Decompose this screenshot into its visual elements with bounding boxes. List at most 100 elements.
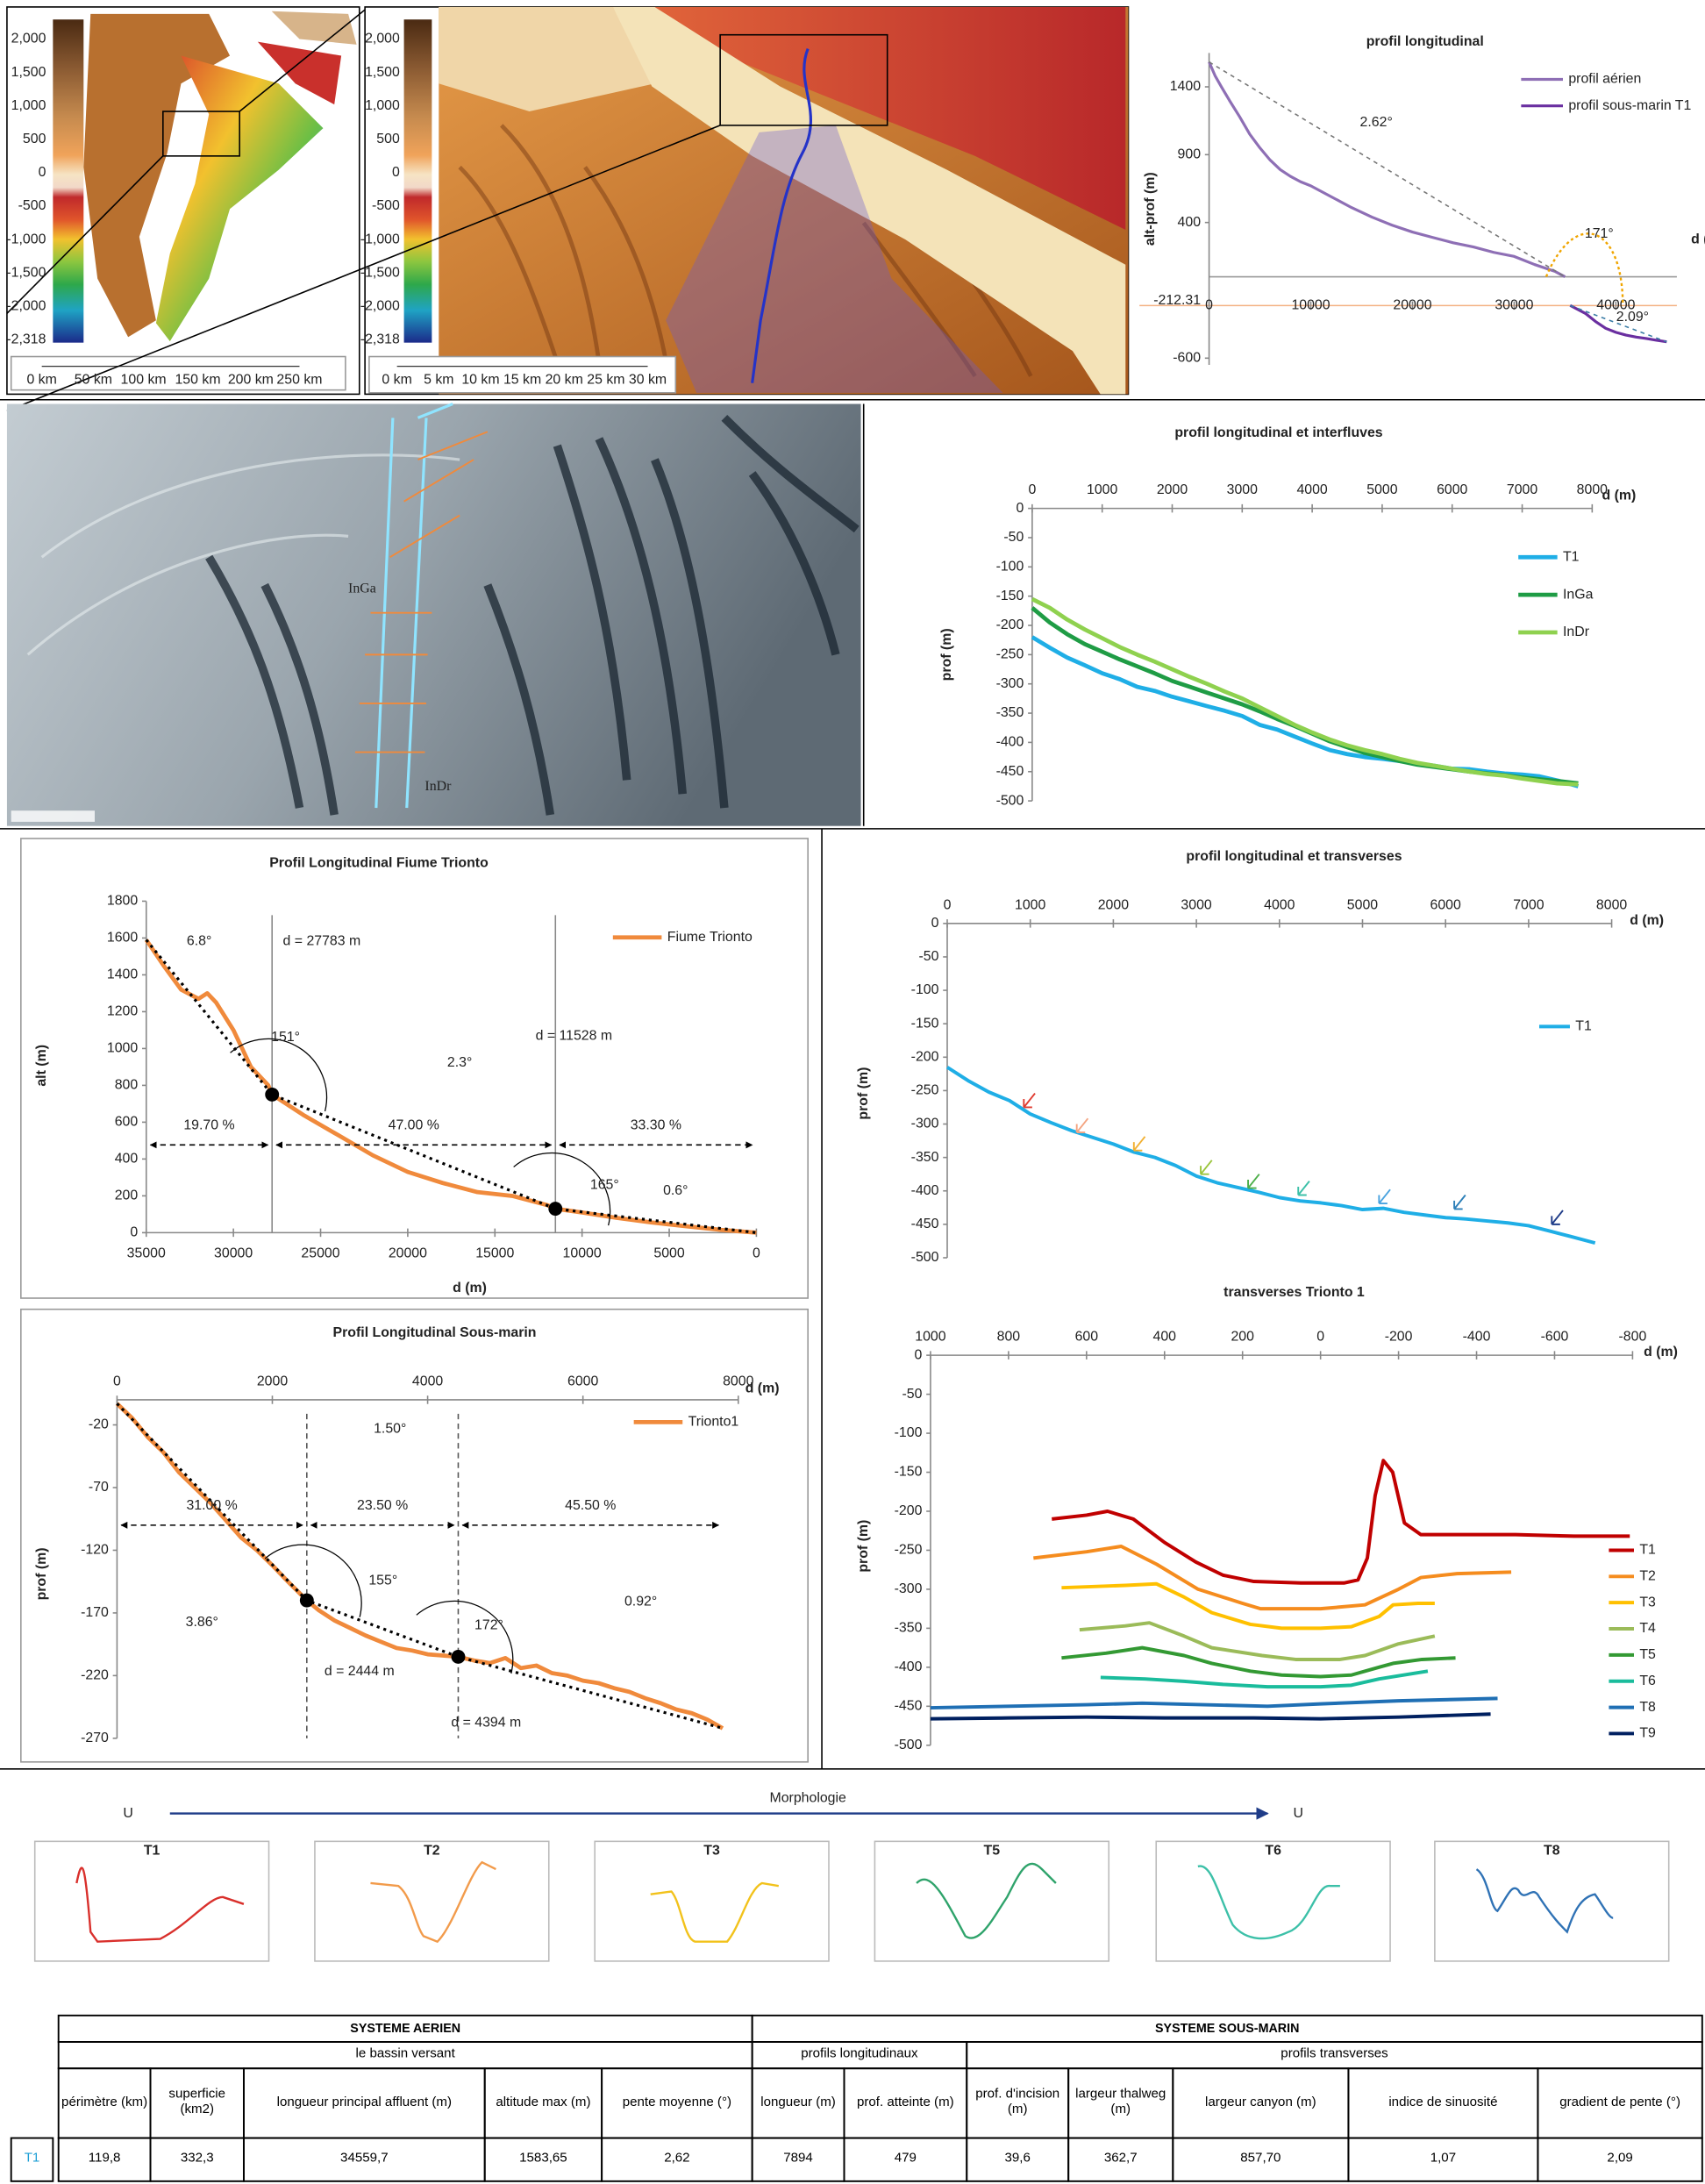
thumb-title: T6: [1265, 1844, 1281, 1859]
legend-label: T1: [1563, 549, 1580, 564]
column-header: longueur principal affluent (m): [276, 2094, 452, 2110]
scale-label: 20 km: [546, 373, 583, 388]
annotation: 171°: [1585, 226, 1614, 241]
table-cell: prof. d'incision (m): [975, 2087, 1059, 2117]
x-tick-label: 4000: [1296, 482, 1327, 497]
table-cell: 857,70: [1240, 2151, 1281, 2166]
table-cell: profils transverses: [1281, 2046, 1388, 2061]
colorbar-label: -1,500: [360, 265, 400, 280]
y-tick-label: -500: [895, 1738, 923, 1752]
table-cell: prof. atteinte (m): [857, 2095, 954, 2109]
x-tick-label: 3000: [1227, 482, 1258, 497]
reference-label: -212.31: [1153, 293, 1201, 308]
chart-title: profil longitudinal et transverses: [1186, 849, 1402, 864]
y-tick-label: -150: [911, 1016, 939, 1031]
colorbar-label: 1,500: [365, 65, 400, 80]
scale-label: 150 km: [175, 373, 220, 388]
table-cell: longueur (m): [760, 2095, 836, 2109]
y-tick-label: -200: [996, 617, 1024, 632]
colorbar-label: -1,000: [360, 232, 400, 246]
x-tick-label: 0: [113, 1374, 121, 1388]
x-tick-label: 0: [1205, 298, 1213, 313]
morphology: [33, 1807, 1670, 1962]
x-tick-label: -600: [1541, 1330, 1569, 1345]
y-axis-label: prof (m): [856, 1520, 871, 1573]
chart-title: Profil Longitudinal Sous-marin: [333, 1325, 537, 1340]
y-tick-label: 0: [915, 1347, 923, 1362]
x-axis-label: d (m): [453, 1281, 487, 1295]
table-value: 479: [894, 2150, 917, 2166]
x-tick-label: 35000: [127, 1245, 166, 1260]
legend-label: profil aérien: [1568, 72, 1641, 87]
thumb-title: T2: [424, 1844, 440, 1859]
angle-arc: [230, 1038, 328, 1112]
x-tick-label: 0: [1028, 482, 1036, 497]
table-value: 7894: [783, 2150, 813, 2166]
angle-arc: [264, 1544, 362, 1617]
scale-label: 0 km: [26, 373, 56, 388]
column-header: pente moyenne (°): [622, 2094, 732, 2110]
x-tick-label: 30000: [214, 1245, 253, 1260]
scale-label: 250 km: [276, 373, 322, 388]
table-cell: 34559,7: [340, 2151, 389, 2166]
table-value: 2,09: [1607, 2150, 1633, 2166]
legend-label: T9: [1639, 1726, 1656, 1741]
x-tick-label: 6000: [1430, 897, 1461, 912]
x-tick-label: 7000: [1513, 897, 1544, 912]
annotation: 2.62°: [1360, 115, 1393, 130]
x-tick-label: -800: [1619, 1330, 1647, 1345]
x-tick-label: 10000: [563, 1245, 602, 1260]
subgroup-header: le bassin versant: [355, 2045, 455, 2062]
table-cell: indice de sinuosité: [1388, 2095, 1497, 2109]
thumb-title: T3: [703, 1844, 720, 1859]
slope-line: [1209, 61, 1566, 278]
colorbar-label: 1,000: [11, 98, 46, 113]
series-line: [115, 1402, 724, 1731]
morph-end: U: [1294, 1806, 1303, 1821]
series-line: [1033, 1545, 1512, 1611]
x-tick-label: 1000: [1015, 897, 1045, 912]
pointer-arrow: [1378, 1188, 1391, 1204]
table-value: 1,07: [1430, 2150, 1457, 2166]
table-cell: 1,07: [1430, 2150, 1457, 2166]
legend-label: InGa: [1563, 587, 1594, 602]
y-tick-label: -100: [911, 982, 939, 997]
x-tick-label: 0: [753, 1245, 760, 1260]
legend-label: T6: [1639, 1674, 1656, 1688]
series-line: [144, 939, 757, 1235]
colorbar-label: -500: [18, 198, 46, 213]
column-header: périmètre (km): [61, 2094, 148, 2110]
y-tick-label: -400: [996, 735, 1024, 750]
legend-label: T1: [1639, 1543, 1656, 1558]
break-point: [265, 1087, 280, 1102]
x-tick-label: 7000: [1507, 482, 1537, 497]
table-cell: 479: [894, 2150, 917, 2166]
x-tick-label: 400: [1153, 1330, 1177, 1345]
pointer-arrow: [1453, 1194, 1466, 1210]
chart-title: profil longitudinal: [1366, 34, 1484, 49]
column-header: superficie (km2): [168, 2086, 226, 2117]
y-tick-label: -450: [996, 764, 1024, 779]
colorbar-label: 500: [376, 132, 400, 146]
table-cell: 2,62: [664, 2151, 689, 2166]
y-tick-label: -250: [911, 1083, 939, 1098]
detail-map: [364, 6, 1130, 396]
colorbar-label: -1,000: [6, 232, 46, 246]
y-tick-label: -350: [996, 705, 1024, 720]
row-label: T1: [24, 2150, 40, 2166]
scale-label: 0 km: [382, 373, 411, 388]
annotation: 2.09°: [1616, 310, 1649, 325]
y-tick-label: -50: [902, 1387, 922, 1402]
series-line: [1208, 61, 1566, 278]
scale-label: 100 km: [121, 373, 167, 388]
table-cell: largeur thalweg (m): [1075, 2087, 1166, 2117]
y-tick-label: -350: [911, 1150, 939, 1165]
x-axis-label: d (m): [1630, 913, 1664, 928]
colorbar-label: 0: [392, 165, 400, 180]
y-axis-label: prof (m): [856, 1067, 871, 1120]
pointer-arrow: [1132, 1136, 1146, 1152]
chart-title: transverses Trionto 1: [1223, 1285, 1365, 1300]
series-line: [1079, 1621, 1436, 1661]
y-tick-label: 0: [931, 916, 939, 931]
